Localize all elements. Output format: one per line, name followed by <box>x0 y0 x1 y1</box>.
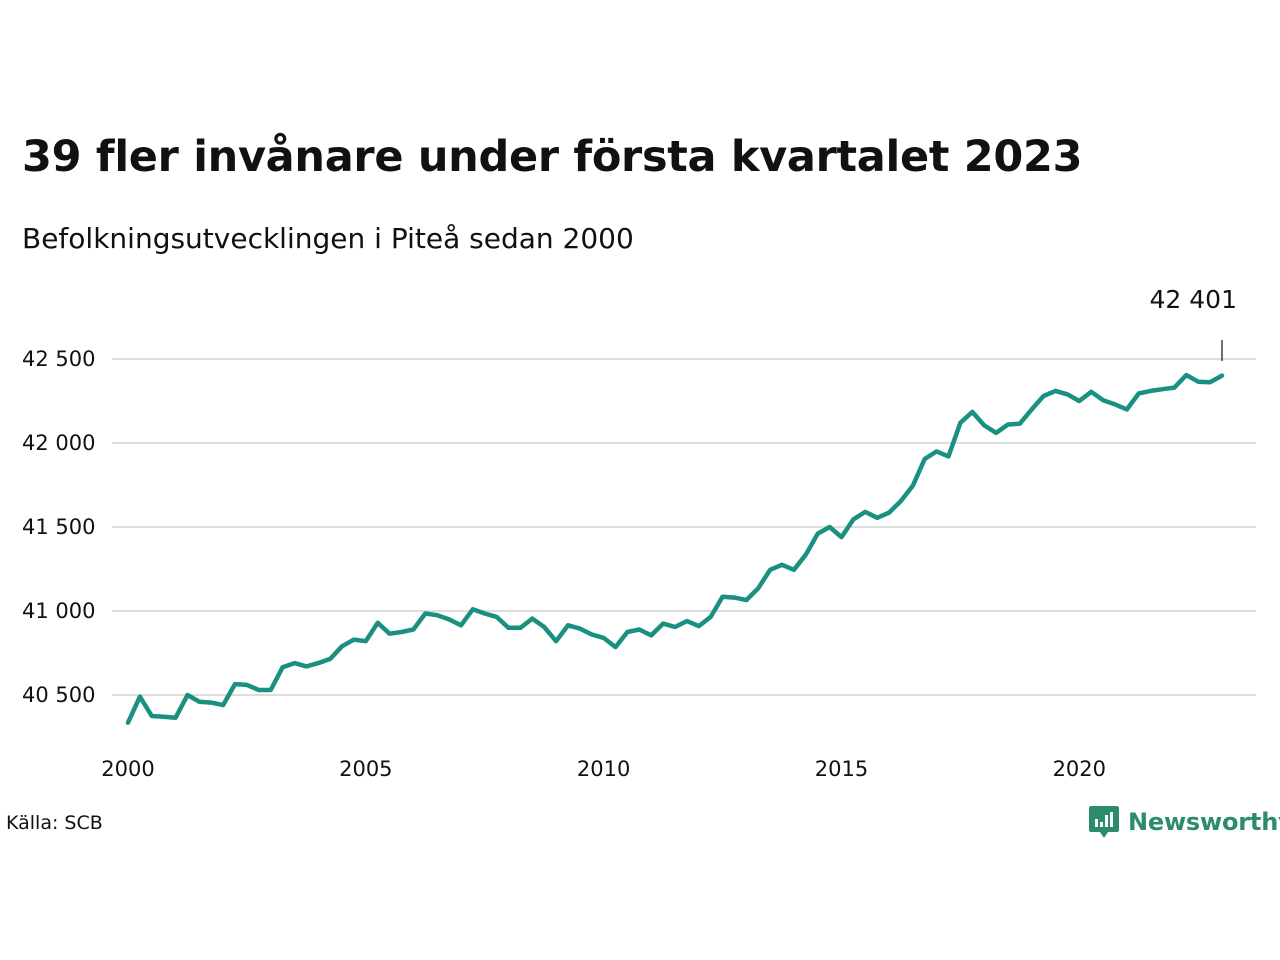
chart-title: 39 fler invånare under första kvartalet … <box>22 132 1083 182</box>
newsworthy-icon <box>1089 806 1119 838</box>
series-layer <box>125 372 1225 725</box>
source-label: Källa: SCB <box>6 812 103 834</box>
series-line <box>125 372 1225 725</box>
annotation-label: 42 401 <box>1150 285 1237 314</box>
brand-name: Newsworthy <box>1128 808 1280 836</box>
x-tick-label: 2010 <box>577 757 630 781</box>
brand-logo[interactable]: Newsworthy <box>1088 804 1280 840</box>
chart-subtitle: Befolkningsutvecklingen i Piteå sedan 20… <box>22 222 634 255</box>
y-tick-label: 41 000 <box>22 599 95 623</box>
x-tick-label: 2015 <box>815 757 868 781</box>
y-axis-labels: 40 500 41 000 41 500 42 000 42 500 <box>22 347 95 707</box>
y-tick-label: 41 500 <box>22 515 95 539</box>
x-tick-label: 2005 <box>339 757 392 781</box>
annotation-layer: 42 401 <box>1150 285 1237 361</box>
y-tick-label: 42 500 <box>22 347 95 371</box>
grid-layer <box>112 358 1256 696</box>
x-axis-labels: 2000 2005 2010 2015 2020 <box>101 757 1106 781</box>
x-tick-label: 2020 <box>1053 757 1106 781</box>
y-tick-label: 42 000 <box>22 431 95 455</box>
x-tick-label: 2000 <box>101 757 154 781</box>
y-tick-label: 40 500 <box>22 683 95 707</box>
